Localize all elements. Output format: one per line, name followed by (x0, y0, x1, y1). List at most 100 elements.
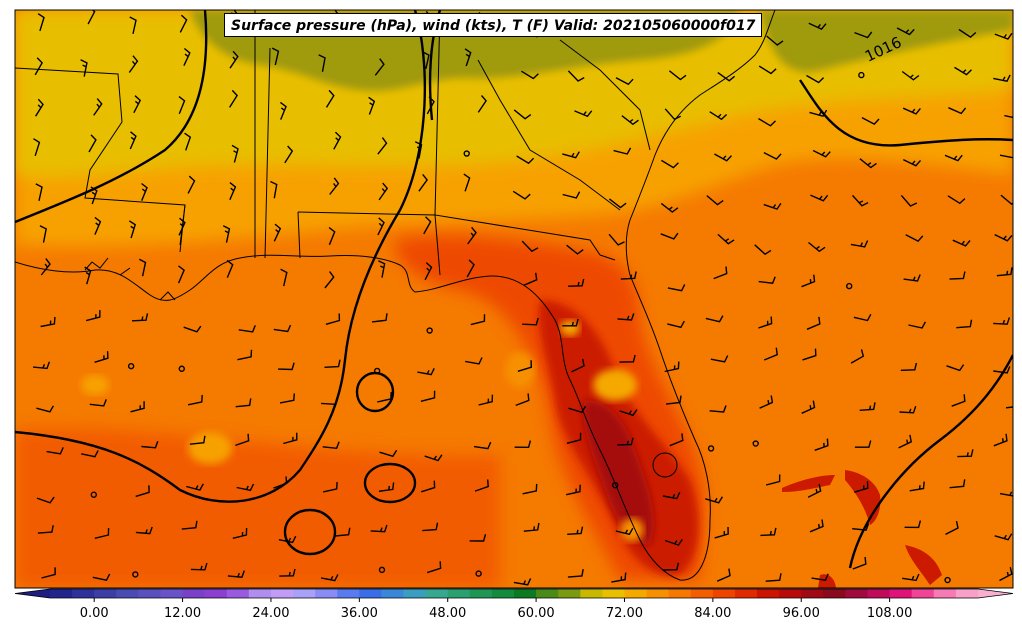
wind-barb (946, 364, 965, 372)
wind-barb (949, 479, 966, 489)
wind-barb (141, 441, 159, 449)
wind-barb (806, 74, 825, 84)
wind-barb (808, 241, 826, 253)
wind-barb (710, 355, 729, 363)
wind-barb (765, 573, 782, 582)
colorbar-segment (889, 589, 913, 598)
wind-barb (513, 109, 532, 120)
wind-barb (128, 220, 137, 239)
wind-barb (377, 260, 386, 278)
wind-barb (229, 89, 238, 108)
wind-barb (993, 366, 1011, 374)
wind-barb (131, 313, 149, 322)
colorbar (14, 588, 1014, 602)
calm-wind-marker (707, 445, 715, 452)
wind-barb (996, 267, 1013, 277)
wind-barb (522, 483, 538, 495)
wind-barb (568, 405, 587, 414)
wind-barb (86, 310, 101, 322)
wind-barb (328, 227, 336, 246)
wind-barb (34, 57, 43, 76)
wind-barb (87, 10, 96, 25)
coastlines (15, 10, 776, 581)
wind-barb (567, 70, 585, 82)
wind-barb (852, 523, 870, 531)
wind-barb (235, 398, 252, 408)
wind-barb (523, 522, 540, 532)
wind-barb (414, 141, 423, 159)
wind-barb (903, 274, 921, 282)
wind-barb (806, 316, 821, 330)
wind-barb (523, 272, 538, 286)
wind-barb (236, 483, 255, 492)
wind-barb (766, 35, 784, 46)
wind-barb (809, 519, 824, 533)
wind-barb (424, 262, 433, 281)
wind-barb (186, 483, 204, 491)
calm-wind-marker (178, 365, 185, 372)
wind-barb (470, 314, 486, 326)
wind-barb (896, 27, 915, 36)
wind-barb (666, 395, 682, 405)
colorbar-segment (602, 589, 625, 598)
wind-barb (567, 568, 584, 578)
wind-barb (379, 449, 398, 458)
wind-barb (37, 13, 45, 32)
colorbar-tick-label: 84.00 (694, 606, 732, 621)
wind-barb (900, 194, 918, 207)
wind-barb (999, 491, 1013, 497)
wind-barb (908, 321, 927, 329)
wind-barb (1000, 194, 1013, 205)
wind-barb (41, 567, 56, 579)
wind-barb (758, 276, 776, 284)
wind-barb (190, 562, 208, 571)
wind-barb (994, 533, 1013, 541)
wind-barb (84, 266, 92, 285)
wind-barb (273, 223, 282, 242)
wind-barb (999, 567, 1013, 582)
wind-barb (513, 578, 532, 586)
wind-barb (713, 266, 728, 280)
wind-barb (562, 191, 581, 199)
wind-barbs (33, 10, 1013, 586)
wind-barb (662, 491, 681, 500)
colorbar-segment (50, 589, 73, 598)
wind-barb (426, 561, 442, 574)
wind-barb (187, 394, 203, 406)
calm-wind-marker (127, 362, 135, 370)
wind-barb (664, 108, 682, 121)
wind-barb (279, 101, 287, 120)
colorbar-segment (403, 589, 427, 598)
colorbar-segment (580, 589, 603, 598)
wind-barb (898, 434, 912, 449)
wind-barb (902, 573, 920, 582)
wind-barb (35, 98, 44, 117)
wind-barb (36, 496, 55, 504)
wind-barb (669, 433, 684, 447)
colorbar-segment (690, 589, 714, 598)
wind-barb (944, 154, 963, 162)
colorbar-tick-label: 24.00 (252, 606, 290, 621)
wind-barb (619, 354, 636, 363)
wind-barb (802, 348, 817, 361)
wind-barb (850, 240, 869, 248)
colorbar-segment (712, 589, 736, 598)
wind-barb (129, 16, 137, 35)
wind-barb (318, 54, 326, 72)
wind-barb (35, 183, 43, 201)
wind-barb (422, 522, 439, 532)
calm-wind-marker (378, 566, 386, 574)
colorbar-tick-label: 48.00 (429, 606, 467, 621)
wind-barb (763, 203, 782, 210)
wind-barb (231, 144, 239, 163)
wind-barb (900, 362, 918, 371)
wind-barb (568, 278, 585, 287)
calm-wind-marker (426, 327, 433, 334)
wind-barb (81, 450, 99, 458)
wind-barb (807, 484, 822, 498)
wind-barb (279, 568, 296, 577)
wind-barb (424, 454, 443, 462)
wind-barb (993, 74, 1011, 82)
wind-barb (181, 520, 198, 530)
colorbar-segment (845, 589, 869, 598)
